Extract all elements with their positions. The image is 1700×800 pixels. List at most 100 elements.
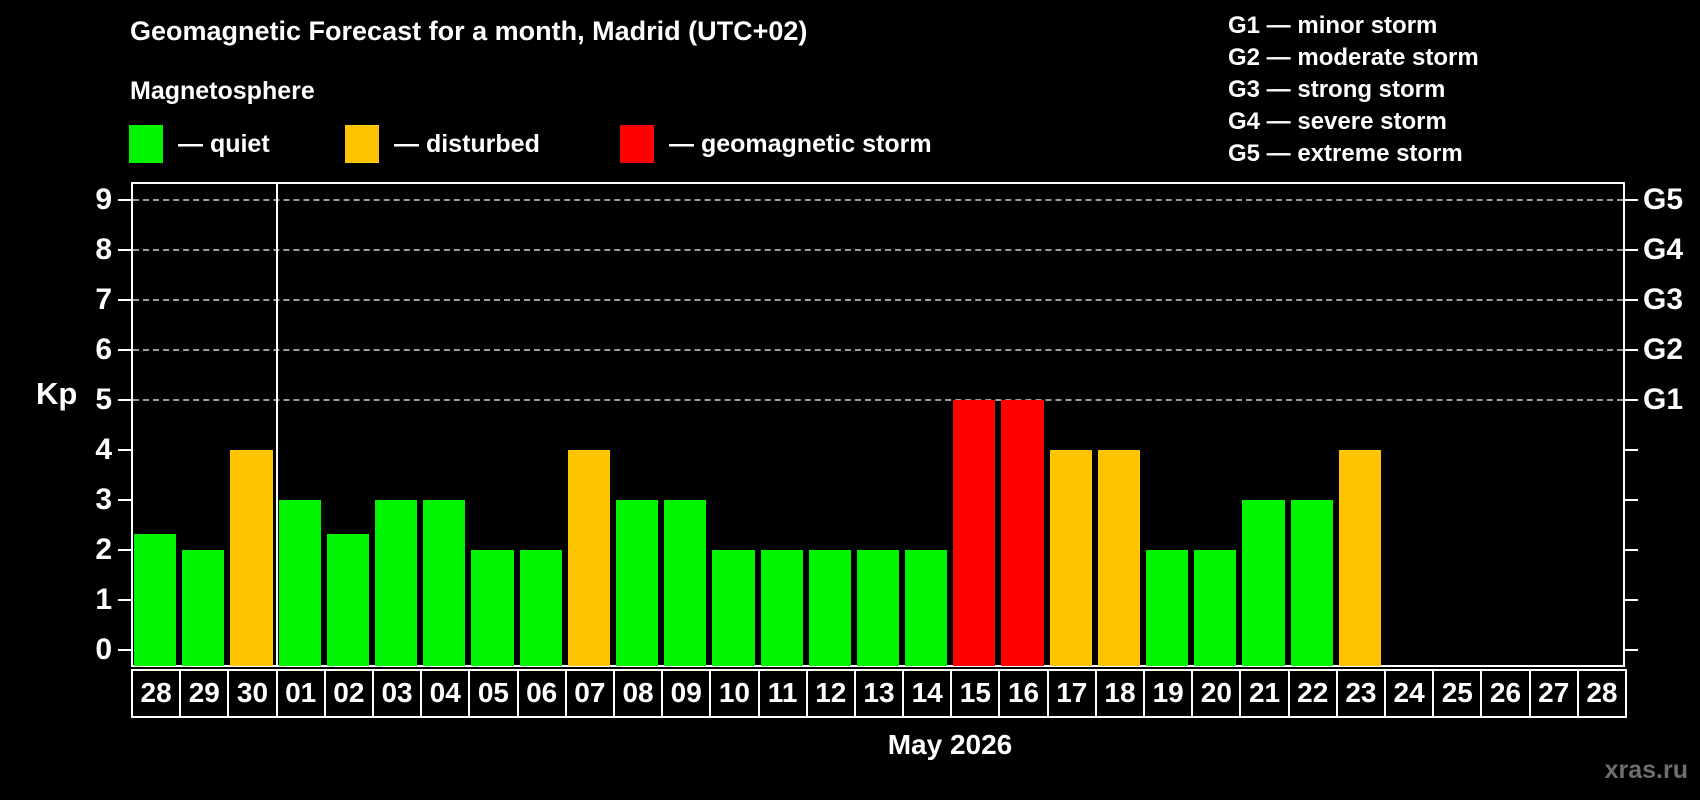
date-cell-02: 02 xyxy=(323,669,374,718)
kp-bar-30 xyxy=(230,450,273,666)
kp-bar-08 xyxy=(615,500,659,666)
date-cell-13: 13 xyxy=(853,669,905,718)
kp-bar-05 xyxy=(471,550,514,666)
g-scale-legend-item: G4 — severe storm xyxy=(1228,108,1447,135)
right-axis-tick xyxy=(1625,249,1638,251)
date-cell-28: 28 xyxy=(131,669,182,718)
g-axis-label: G4 xyxy=(1643,233,1684,266)
date-cell-05: 05 xyxy=(468,669,519,718)
y-axis-tick-label: 7 xyxy=(95,283,112,316)
date-cell-21: 21 xyxy=(1239,669,1290,718)
gridline-kp6 xyxy=(133,349,1623,351)
g-scale-legend-item: G3 — strong storm xyxy=(1228,76,1446,103)
right-axis-tick xyxy=(1625,549,1638,551)
date-cell-16: 16 xyxy=(998,669,1049,718)
y-axis-tick xyxy=(118,399,131,401)
legend-item-storm: — geomagnetic storm xyxy=(620,124,932,164)
quiet-color-swatch xyxy=(129,125,163,163)
gridline-kp8 xyxy=(133,249,1623,251)
date-cell-19: 19 xyxy=(1143,669,1194,718)
right-axis-tick xyxy=(1625,199,1638,201)
kp-bar-19 xyxy=(1146,550,1189,666)
date-cell-20: 20 xyxy=(1191,669,1242,718)
date-cell-18: 18 xyxy=(1094,669,1146,718)
y-axis-tick xyxy=(118,549,131,551)
g-scale-legend: G1 — minor storm G2 — moderate storm G3 … xyxy=(1228,10,1479,170)
kp-bar-01 xyxy=(278,500,321,666)
y-axis-tick-label: 5 xyxy=(95,383,112,416)
y-axis-tick-label: 2 xyxy=(95,533,112,566)
kp-bar-14 xyxy=(905,550,948,666)
y-axis-tick-label: 0 xyxy=(95,633,112,666)
date-cell-26: 26 xyxy=(1480,669,1531,718)
kp-bar-09 xyxy=(664,500,707,666)
date-cell-23: 23 xyxy=(1335,669,1387,718)
y-axis-tick xyxy=(118,199,131,201)
legend-item-quiet: — quiet xyxy=(129,124,270,164)
month-separator xyxy=(276,184,278,665)
kp-bar-29 xyxy=(182,550,225,666)
y-axis-tick xyxy=(118,249,131,251)
legend-label-disturbed: — disturbed xyxy=(394,129,540,158)
kp-bar-28 xyxy=(134,533,177,666)
kp-bar-07 xyxy=(567,450,610,666)
y-axis-tick xyxy=(118,649,131,651)
chart-subtitle: Magnetosphere xyxy=(130,77,315,105)
date-cell-04: 04 xyxy=(420,669,471,718)
g-axis-label: G3 xyxy=(1643,283,1684,316)
kp-bar-11 xyxy=(760,550,803,666)
date-cell-12: 12 xyxy=(805,669,856,718)
y-axis-title: Kp xyxy=(36,376,78,411)
date-cell-09: 09 xyxy=(661,669,712,718)
watermark: xras.ru xyxy=(1604,756,1688,784)
storm-color-swatch xyxy=(620,125,654,163)
kp-bar-18 xyxy=(1097,450,1141,666)
date-cell-17: 17 xyxy=(1046,669,1097,718)
right-axis-tick xyxy=(1625,649,1638,651)
gridline-kp5 xyxy=(133,399,1623,401)
legend-label-storm: — geomagnetic storm xyxy=(669,129,932,158)
y-axis-tick-label: 4 xyxy=(95,433,112,466)
date-cell-15: 15 xyxy=(950,669,1001,718)
y-axis-tick-label: 3 xyxy=(95,483,112,516)
kp-bar-04 xyxy=(423,500,466,666)
kp-bar-21 xyxy=(1242,500,1285,666)
date-cell-22: 22 xyxy=(1287,669,1338,718)
g-axis-label: G2 xyxy=(1643,333,1684,366)
y-axis-tick xyxy=(118,599,131,601)
date-cell-06: 06 xyxy=(516,669,567,718)
kp-bar-16 xyxy=(1001,400,1044,666)
kp-bar-06 xyxy=(519,550,562,666)
kp-bar-15 xyxy=(953,400,996,666)
right-axis-tick xyxy=(1625,599,1638,601)
kp-bar-13 xyxy=(856,550,900,666)
date-cell-08: 08 xyxy=(612,669,664,718)
right-axis-tick xyxy=(1625,399,1638,401)
date-cell-11: 11 xyxy=(757,669,808,718)
y-axis-tick-label: 6 xyxy=(95,333,112,366)
legend-label-quiet: — quiet xyxy=(178,129,270,158)
y-axis-tick xyxy=(118,349,131,351)
kp-bar-20 xyxy=(1194,550,1237,666)
g-scale-legend-item: G1 — minor storm xyxy=(1228,12,1438,39)
kp-bar-23 xyxy=(1338,450,1382,666)
y-axis-tick xyxy=(118,299,131,301)
kp-bar-17 xyxy=(1049,450,1092,666)
date-cell-29: 29 xyxy=(179,669,230,718)
kp-bar-03 xyxy=(374,500,418,666)
date-cell-10: 10 xyxy=(709,669,760,718)
y-axis-tick-label: 9 xyxy=(95,183,112,216)
disturbed-color-swatch xyxy=(345,125,379,163)
y-axis-tick xyxy=(118,449,131,451)
date-cell-28: 28 xyxy=(1576,669,1627,718)
gridline-kp9 xyxy=(133,199,1623,201)
date-cell-03: 03 xyxy=(371,669,423,718)
g-scale-legend-item: G5 — extreme storm xyxy=(1228,140,1463,167)
kp-bar-12 xyxy=(808,550,851,666)
plot-area xyxy=(131,182,1625,667)
date-cell-30: 30 xyxy=(227,669,278,718)
chart-title: Geomagnetic Forecast for a month, Madrid… xyxy=(130,16,808,46)
y-axis-tick-label: 8 xyxy=(95,233,112,266)
